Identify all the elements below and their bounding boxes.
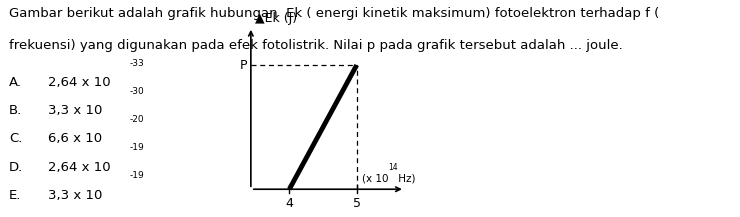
Text: 6,6 x 10: 6,6 x 10 [48,132,102,145]
Text: P: P [240,59,247,72]
Text: -19: -19 [130,143,144,152]
Text: -20: -20 [130,115,144,124]
Text: 5: 5 [353,197,360,210]
Text: Gambar berikut adalah grafik hubungan  Ek ( energi kinetik maksimum) fotoelektro: Gambar berikut adalah grafik hubungan Ek… [9,7,659,20]
Text: 3,3 x 10: 3,3 x 10 [48,189,102,202]
Text: C.: C. [9,132,22,145]
Text: frekuensi) yang digunakan pada efek fotolistrik. Nilai p pada grafik tersebut ad: frekuensi) yang digunakan pada efek foto… [9,39,622,52]
Text: A.: A. [9,76,22,89]
Text: 4: 4 [286,197,293,210]
Text: B.: B. [9,104,22,117]
Text: 2,64 x 10: 2,64 x 10 [48,76,111,89]
Text: Hz): Hz) [395,174,416,184]
Text: -30: -30 [130,87,144,96]
Text: D.: D. [9,161,23,174]
Text: -19: -19 [130,171,144,180]
Text: 2,64 x 10: 2,64 x 10 [48,161,111,174]
Text: -33: -33 [130,59,144,67]
Text: 14: 14 [388,163,398,172]
Text: 3,3 x 10: 3,3 x 10 [48,104,102,117]
Text: ▲Ek (J): ▲Ek (J) [255,12,297,25]
Text: (x 10: (x 10 [363,174,389,184]
Text: E.: E. [9,189,21,202]
